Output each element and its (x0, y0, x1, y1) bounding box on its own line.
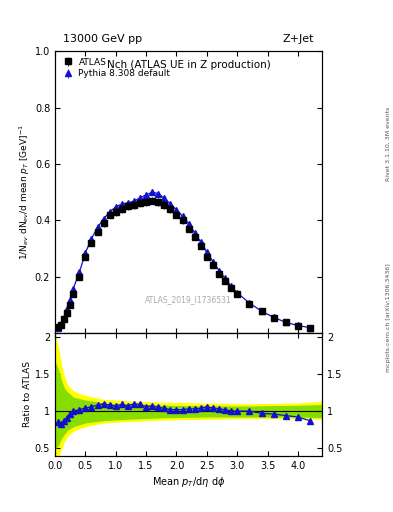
Legend: ATLAS, Pythia 8.308 default: ATLAS, Pythia 8.308 default (59, 56, 172, 80)
Text: 13000 GeV pp: 13000 GeV pp (63, 33, 142, 44)
Y-axis label: 1/N$_{ev}$ dN$_{ev}$/d mean $p_{T}$ [GeV]$^{-1}$: 1/N$_{ev}$ dN$_{ev}$/d mean $p_{T}$ [GeV… (18, 124, 32, 260)
Text: ATLAS_2019_I1736531: ATLAS_2019_I1736531 (145, 295, 232, 304)
X-axis label: Mean $p_{T}$/d$\eta$ d$\phi$: Mean $p_{T}$/d$\eta$ d$\phi$ (152, 475, 225, 489)
Text: Rivet 3.1.10, 3M events: Rivet 3.1.10, 3M events (386, 106, 391, 181)
Text: Z+Jet: Z+Jet (283, 33, 314, 44)
Y-axis label: Ratio to ATLAS: Ratio to ATLAS (23, 361, 32, 428)
Text: mcplots.cern.ch [arXiv:1306.3436]: mcplots.cern.ch [arXiv:1306.3436] (386, 263, 391, 372)
Text: Nch (ATLAS UE in Z production): Nch (ATLAS UE in Z production) (107, 60, 270, 70)
